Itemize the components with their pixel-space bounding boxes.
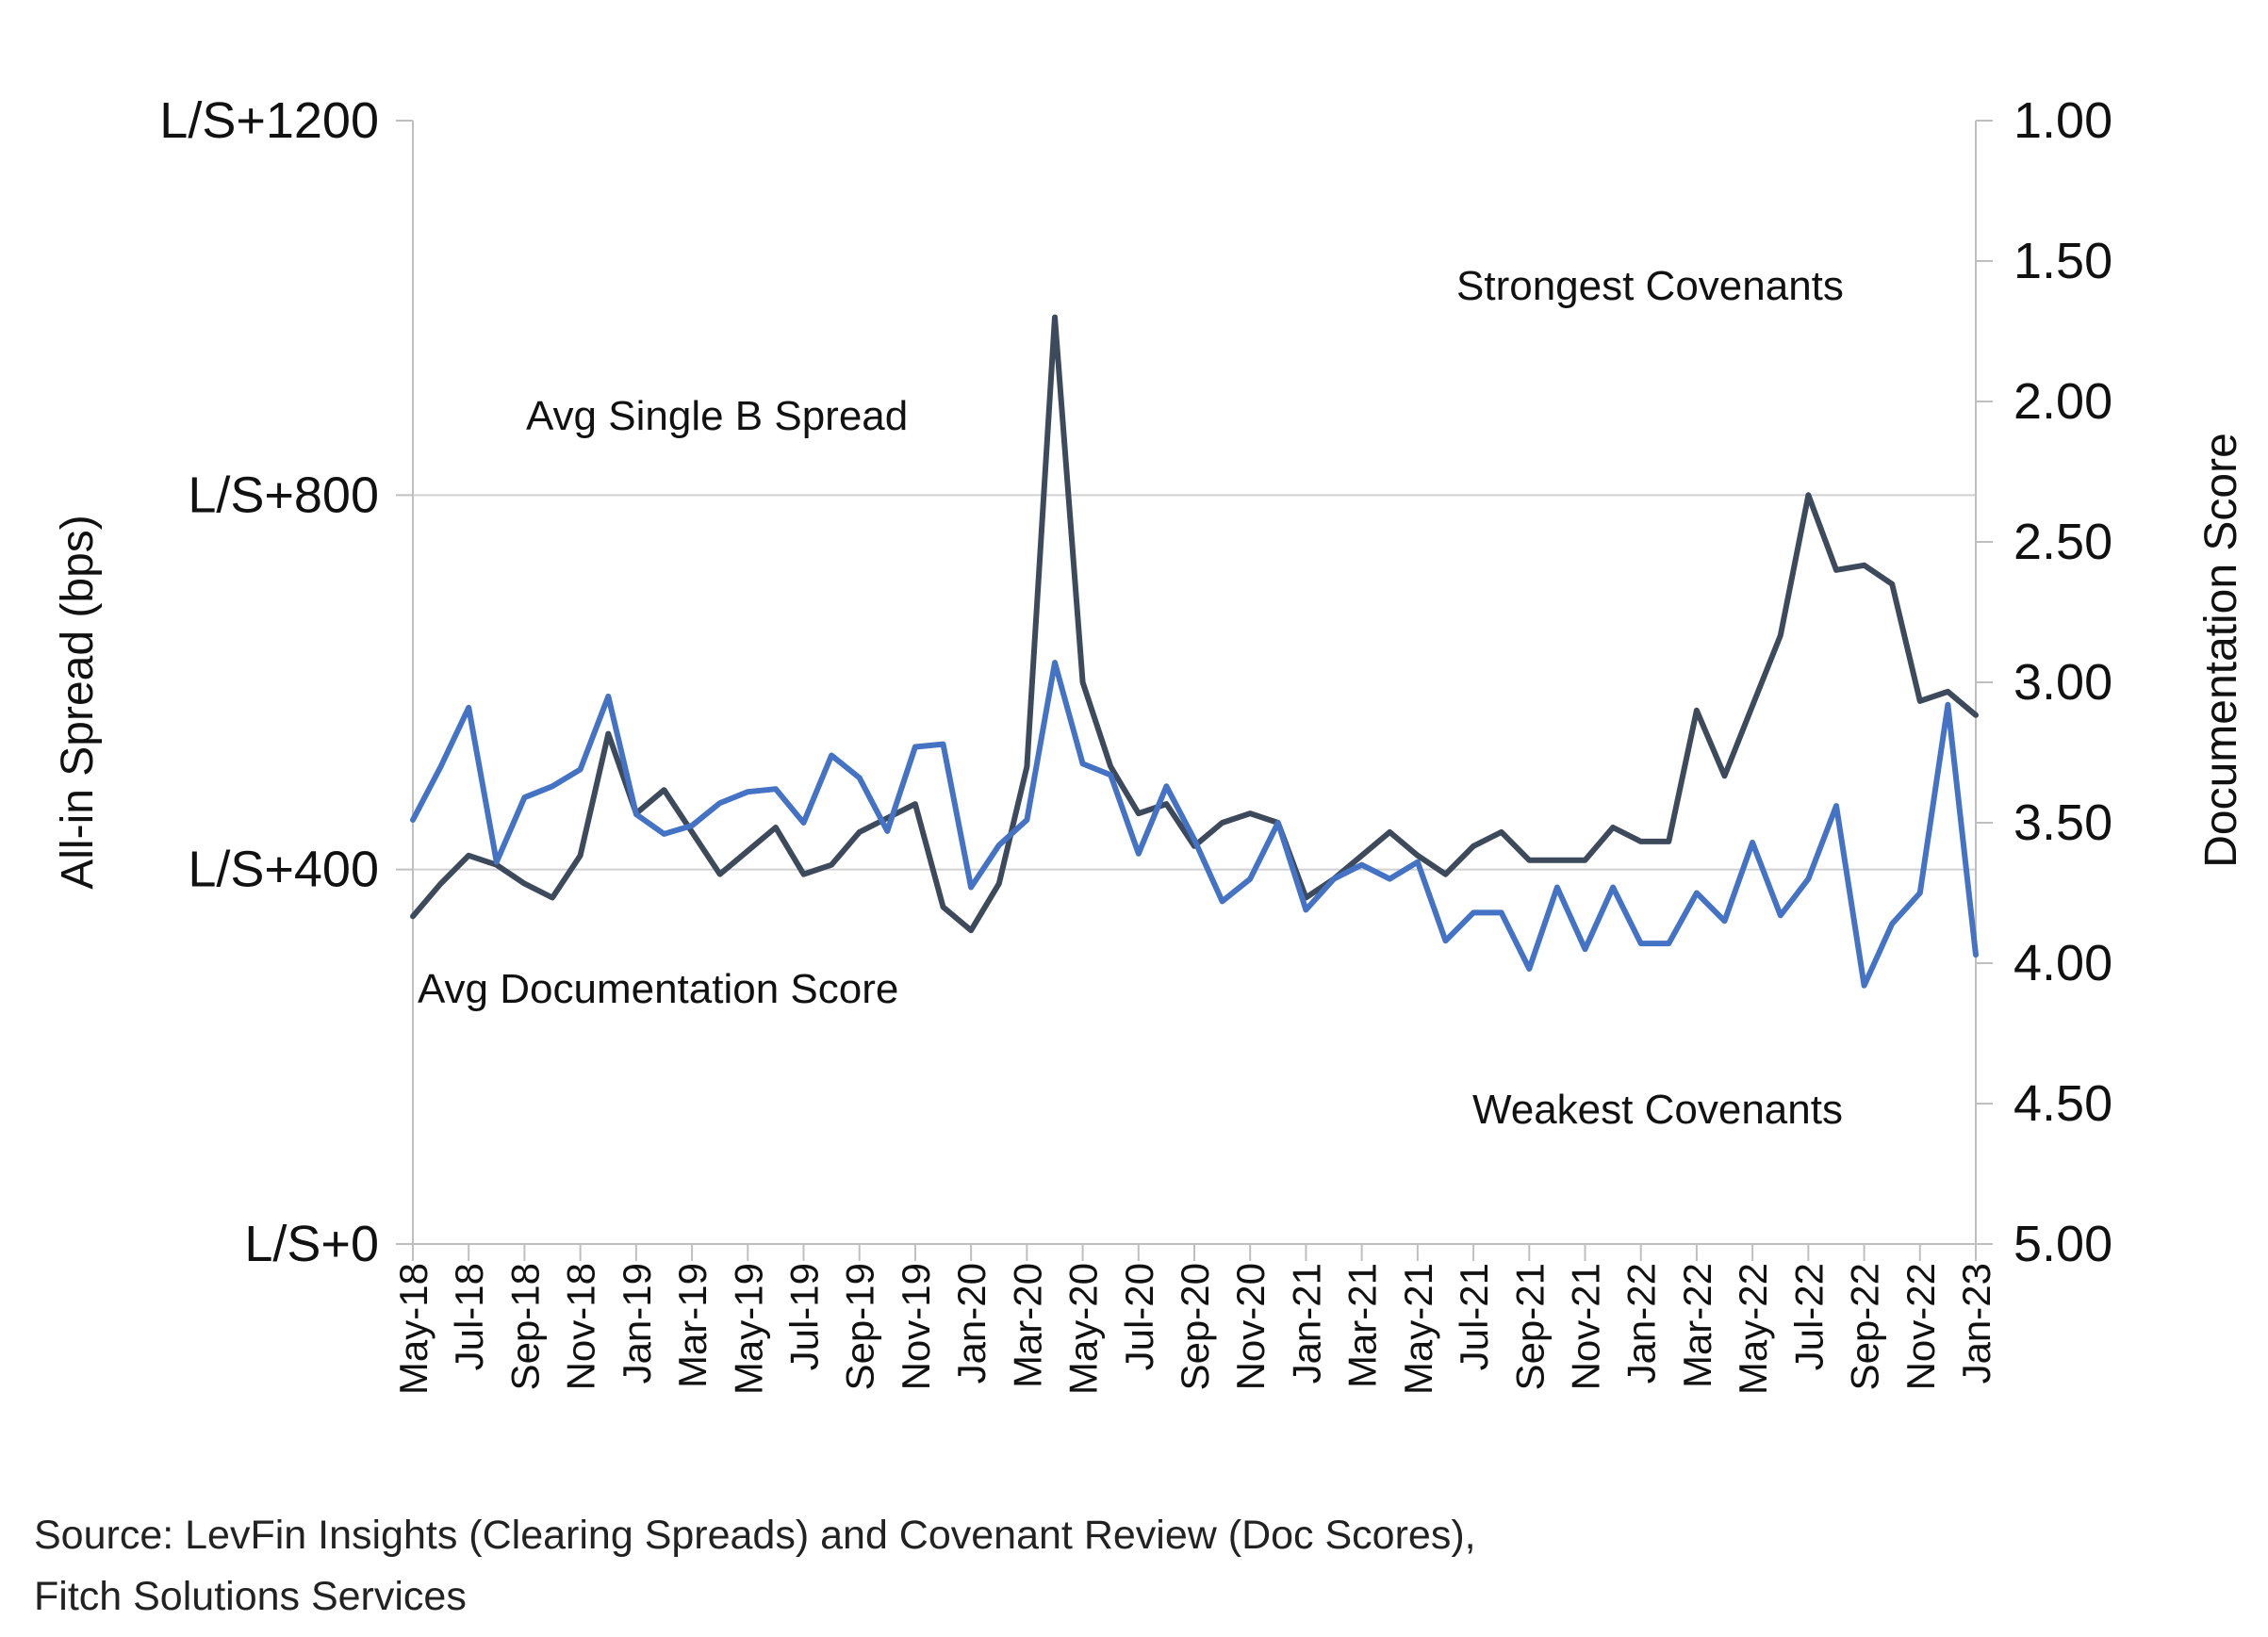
right-tick-label: 2.50: [2013, 514, 2112, 570]
left-tick-label: L/S+0: [244, 1216, 379, 1272]
x-tick-label: Mar-22: [1675, 1263, 1719, 1388]
annotation-weakest: Weakest Covenants: [1472, 1087, 1843, 1133]
right-tick-label: 1.00: [2013, 92, 2112, 149]
x-tick-label: Jul-20: [1117, 1263, 1161, 1370]
x-tick-label: Sep-21: [1507, 1263, 1552, 1390]
right-tick-label: 4.50: [2013, 1075, 2112, 1132]
x-tick-label: May-21: [1396, 1263, 1440, 1395]
annotation-strongest: Strongest Covenants: [1456, 263, 1844, 309]
right-tick-label: 1.50: [2013, 233, 2112, 289]
left-tick-label: L/S+1200: [159, 92, 379, 149]
x-tick-label: Jul-22: [1786, 1263, 1831, 1370]
right-axis-ticks: 1.00 1.50 2.00 2.50 3.00 3.50 4.00 4.50 5.00: [1976, 92, 2112, 1272]
gridlines: [413, 494, 1976, 871]
x-tick-label: May-20: [1061, 1263, 1106, 1395]
right-tick-label: 4.00: [2013, 935, 2112, 991]
x-tick-label: Sep-19: [838, 1263, 882, 1390]
x-tick-label: May-19: [726, 1263, 770, 1395]
x-tick-label: Jul-21: [1452, 1263, 1496, 1370]
x-tick-label: Nov-18: [559, 1263, 603, 1390]
right-tick-label: 3.50: [2013, 794, 2112, 851]
x-tick-label: May-22: [1731, 1263, 1775, 1395]
x-tick-label: Jan-23: [1954, 1263, 1998, 1383]
source-line-2: Fitch Solutions Services: [34, 1574, 467, 1619]
left-tick-label: L/S+400: [188, 842, 379, 898]
x-tick-label: Jul-19: [782, 1263, 827, 1370]
x-axis-ticks: May-18 Jul-18 Sep-18 Nov-18 Jan-19 Mar-19 May-…: [391, 1244, 1998, 1395]
x-tick-label: Jan-21: [1284, 1263, 1328, 1383]
annotation-spread: Avg Single B Spread: [526, 393, 908, 439]
annotation-doc-score: Avg Documentation Score: [418, 966, 898, 1012]
x-tick-label: Jan-20: [949, 1263, 994, 1383]
x-tick-label: Mar-20: [1005, 1263, 1049, 1388]
doc-score-line: [410, 660, 1979, 989]
x-tick-label: Nov-19: [894, 1263, 938, 1390]
right-tick-label: 3.00: [2013, 654, 2112, 711]
x-tick-label: Nov-22: [1898, 1263, 1943, 1390]
x-tick-label: Mar-19: [670, 1263, 715, 1388]
x-tick-label: May-18: [391, 1263, 436, 1395]
x-tick-label: Mar-21: [1340, 1263, 1385, 1388]
x-tick-label: Sep-22: [1843, 1263, 1887, 1390]
left-axis-title: All-in Spread (bps): [53, 515, 103, 890]
x-tick-label: Jul-18: [447, 1263, 491, 1370]
right-axis-title: Documentation Score: [2196, 433, 2246, 868]
source-line-1: Source: LevFin Insights (Clearing Spread…: [34, 1513, 1476, 1558]
series-lines: [410, 314, 1979, 989]
x-tick-label: Sep-18: [502, 1263, 547, 1390]
right-tick-label: 5.00: [2013, 1216, 2112, 1272]
left-axis-ticks: L/S+1200 L/S+800 L/S+400 L/S+0: [159, 92, 413, 1272]
x-tick-label: Nov-20: [1228, 1263, 1273, 1390]
x-tick-label: Sep-20: [1173, 1263, 1217, 1390]
left-tick-label: L/S+800: [188, 467, 379, 523]
x-tick-label: Nov-21: [1564, 1263, 1608, 1390]
right-tick-label: 2.00: [2013, 373, 2112, 430]
x-tick-label: Jan-22: [1619, 1263, 1664, 1383]
x-tick-label: Jan-19: [615, 1263, 659, 1383]
